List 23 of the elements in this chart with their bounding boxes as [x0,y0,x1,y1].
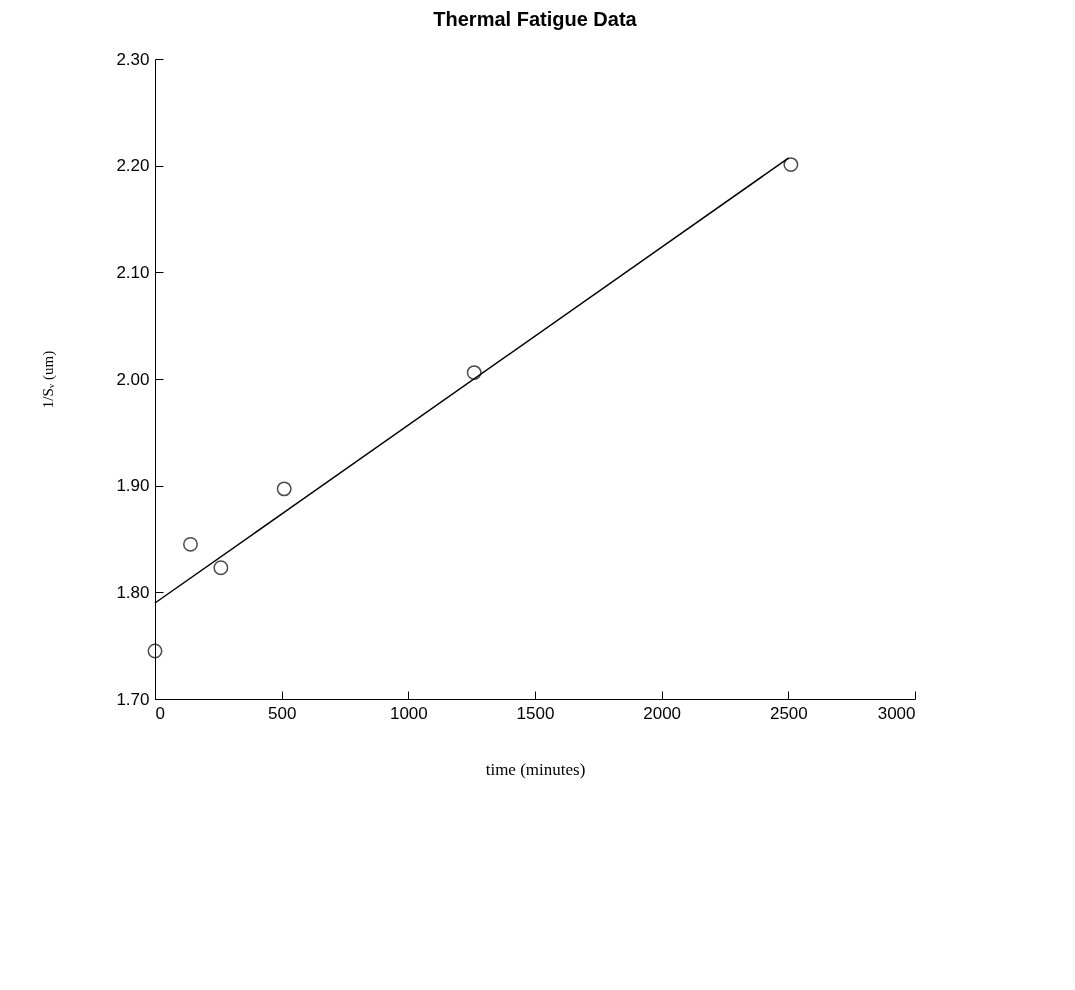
y-tick-label: 1.70 [116,689,150,709]
x-tick-label: 3000 [877,703,916,723]
point [147,643,163,659]
y-tick-label: 1.90 [116,476,150,496]
point [183,536,198,552]
y-axis-title: 1/Sᵥ (um) [40,350,58,409]
x-tick-label: 2000 [643,703,682,723]
point [783,157,799,173]
x-tick-label: 1500 [516,703,555,723]
y-tick-label: 2.20 [116,156,150,176]
point [213,560,229,576]
x-axis-title: time (minutes) [485,759,586,779]
x-tick-label: 0 [155,703,165,723]
y-tick-label: 2.30 [116,49,150,69]
y-tick-label: 2.00 [116,369,150,389]
x-tick-label: 2500 [769,703,808,723]
point [466,365,482,381]
x-tick-label: 500 [267,703,297,723]
chart-title: Thermal Fatigue Data [433,8,638,30]
y-tick-label: 1.80 [116,582,150,602]
x-tick-label: 1000 [389,703,428,723]
y-tick-label: 2.10 [116,262,150,282]
point [276,481,292,497]
